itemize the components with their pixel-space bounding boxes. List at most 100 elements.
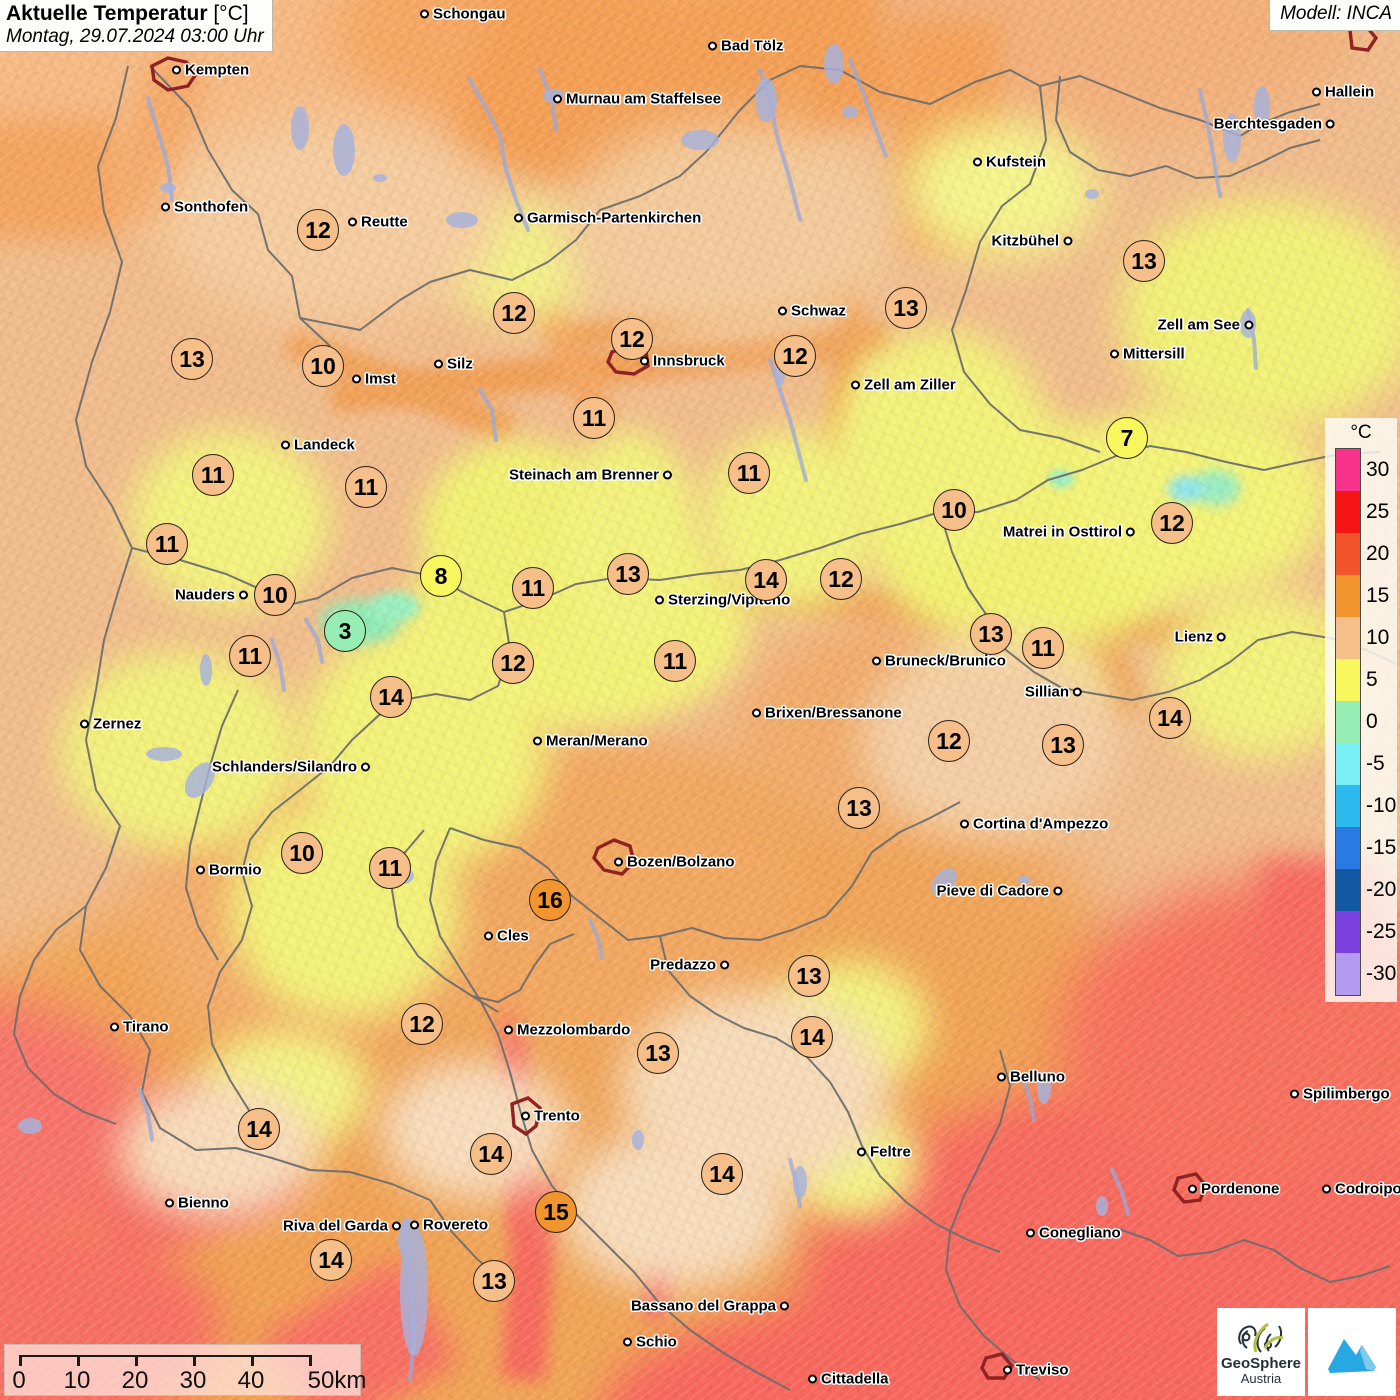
city-marker[interactable]: Reutte <box>348 214 408 231</box>
temperature-bubble[interactable]: 14 <box>1149 697 1191 739</box>
city-marker[interactable]: Mittersill <box>1110 346 1185 363</box>
city-marker[interactable]: Bassano del Grappa <box>631 1298 789 1315</box>
temperature-bubble[interactable]: 10 <box>254 574 296 616</box>
city-marker[interactable]: Kempten <box>172 62 249 79</box>
temperature-bubble[interactable]: 13 <box>637 1032 679 1074</box>
temperature-bubble[interactable]: 11 <box>573 397 615 439</box>
temperature-bubble[interactable]: 12 <box>297 209 339 251</box>
city-marker[interactable]: Spilimbergo <box>1290 1086 1390 1103</box>
temperature-bubble[interactable]: 13 <box>171 338 213 380</box>
city-marker[interactable]: Conegliano <box>1026 1225 1121 1242</box>
city-marker[interactable]: Brixen/Bressanone <box>752 705 902 722</box>
temperature-bubble[interactable]: 12 <box>1151 502 1193 544</box>
temperature-bubble[interactable]: 13 <box>970 613 1012 655</box>
city-marker[interactable]: Hallein <box>1312 84 1374 101</box>
temperature-bubble[interactable]: 10 <box>302 345 344 387</box>
city-marker[interactable]: Pieve di Cadore <box>936 883 1062 900</box>
city-marker[interactable]: Schlanders/Silandro <box>212 759 370 776</box>
temperature-bubble[interactable]: 11 <box>345 466 387 508</box>
city-dot <box>392 1221 401 1231</box>
city-marker[interactable]: Kitzbühel <box>992 233 1072 250</box>
city-marker[interactable]: Zernez <box>80 716 141 733</box>
city-marker[interactable]: Tirano <box>110 1019 169 1036</box>
temperature-bubble[interactable]: 12 <box>611 318 653 360</box>
city-marker[interactable]: Meran/Merano <box>533 733 648 750</box>
temperature-bubble[interactable]: 11 <box>512 567 554 609</box>
city-marker[interactable]: Bozen/Bolzano <box>614 854 735 871</box>
temperature-bubble[interactable]: 13 <box>473 1260 515 1302</box>
temperature-bubble[interactable]: 12 <box>492 642 534 684</box>
temperature-bubble[interactable]: 13 <box>607 553 649 595</box>
temperature-bubble[interactable]: 12 <box>820 558 862 600</box>
city-marker[interactable]: Riva del Garda <box>283 1218 401 1235</box>
city-marker[interactable]: Treviso <box>1003 1362 1069 1379</box>
city-marker[interactable]: Steinach am Brenner <box>509 467 672 484</box>
temperature-bubble[interactable]: 14 <box>238 1108 280 1150</box>
temperature-bubble[interactable]: 14 <box>310 1239 352 1281</box>
temperature-bubble[interactable]: 3 <box>324 610 366 652</box>
temperature-bubble[interactable]: 12 <box>493 292 535 334</box>
temperature-bubble[interactable]: 12 <box>928 720 970 762</box>
temperature-bubble[interactable]: 14 <box>370 676 412 718</box>
city-marker[interactable]: Bormio <box>196 862 262 879</box>
temperature-bubble[interactable]: 14 <box>701 1153 743 1195</box>
temperature-bubble[interactable]: 14 <box>745 559 787 601</box>
temperature-bubble[interactable]: 14 <box>470 1133 512 1175</box>
temperature-bubble[interactable]: 11 <box>146 523 188 565</box>
city-marker[interactable]: Rovereto <box>410 1217 488 1234</box>
temperature-bubble[interactable]: 11 <box>229 635 271 677</box>
city-marker[interactable]: Zell am Ziller <box>851 377 956 394</box>
city-marker[interactable]: Silz <box>434 356 473 373</box>
city-marker[interactable]: Cles <box>484 928 529 945</box>
city-marker[interactable]: Codroipo <box>1322 1181 1400 1198</box>
city-marker[interactable]: Landeck <box>281 437 355 454</box>
city-marker[interactable]: Bad Tölz <box>708 38 784 55</box>
title-unit: [°C] <box>213 2 249 25</box>
city-marker[interactable]: Garmisch-Partenkirchen <box>514 210 701 227</box>
city-marker[interactable]: Lienz <box>1175 629 1226 646</box>
city-marker[interactable]: Schongau <box>420 6 506 23</box>
temperature-bubble[interactable]: 16 <box>529 879 571 921</box>
city-marker[interactable]: Schio <box>623 1334 677 1351</box>
city-marker[interactable]: Berchtesgaden <box>1214 116 1335 133</box>
temperature-bubble[interactable]: 11 <box>192 454 234 496</box>
city-marker[interactable]: Kufstein <box>973 154 1046 171</box>
city-marker[interactable]: Pordenone <box>1188 1181 1279 1198</box>
city-marker[interactable]: Belluno <box>997 1069 1065 1086</box>
temperature-bubble[interactable]: 15 <box>535 1191 577 1233</box>
city-marker[interactable]: Innsbruck <box>640 353 725 370</box>
city-marker[interactable]: Feltre <box>857 1144 911 1161</box>
temperature-bubble[interactable]: 13 <box>838 787 880 829</box>
city-marker[interactable]: Mezzolombardo <box>504 1022 630 1039</box>
city-marker[interactable]: Sillian <box>1025 684 1082 701</box>
temperature-bubble[interactable]: 11 <box>728 452 770 494</box>
temperature-bubble[interactable]: 13 <box>885 287 927 329</box>
city-marker[interactable]: Zell am See <box>1157 317 1253 334</box>
city-marker[interactable]: Schwaz <box>778 303 846 320</box>
city-marker[interactable]: Imst <box>352 371 396 388</box>
city-marker[interactable]: Bruneck/Brunico <box>872 653 1006 670</box>
city-marker[interactable]: Cittadella <box>808 1371 889 1388</box>
temperature-bubble[interactable]: 11 <box>1022 627 1064 669</box>
city-marker[interactable]: Bienno <box>165 1195 229 1212</box>
temperature-bubble[interactable]: 14 <box>791 1016 833 1058</box>
temperature-bubble[interactable]: 13 <box>788 955 830 997</box>
temperature-bubble[interactable]: 12 <box>774 335 816 377</box>
city-marker[interactable]: Nauders <box>175 587 248 604</box>
city-marker[interactable]: Murnau am Staffelsee <box>553 91 721 108</box>
temperature-bubble[interactable]: 11 <box>369 847 411 889</box>
city-marker[interactable]: Predazzo <box>650 957 729 974</box>
temperature-bubble[interactable]: 8 <box>420 555 462 597</box>
temperature-bubble[interactable]: 11 <box>654 640 696 682</box>
temperature-bubble[interactable]: 13 <box>1042 724 1084 766</box>
temperature-bubble[interactable]: 10 <box>933 489 975 531</box>
temperature-bubble[interactable]: 13 <box>1123 240 1165 282</box>
temperature-bubble[interactable]: 10 <box>281 832 323 874</box>
city-marker[interactable]: Matrei in Osttirol <box>1003 524 1135 541</box>
city-marker[interactable]: Sonthofen <box>161 199 248 216</box>
city-marker[interactable]: Trento <box>521 1108 580 1125</box>
temperature-bubble[interactable]: 7 <box>1106 417 1148 459</box>
temperature-bubble[interactable]: 12 <box>401 1003 443 1045</box>
city-marker[interactable]: Cortina d'Ampezzo <box>960 816 1108 833</box>
